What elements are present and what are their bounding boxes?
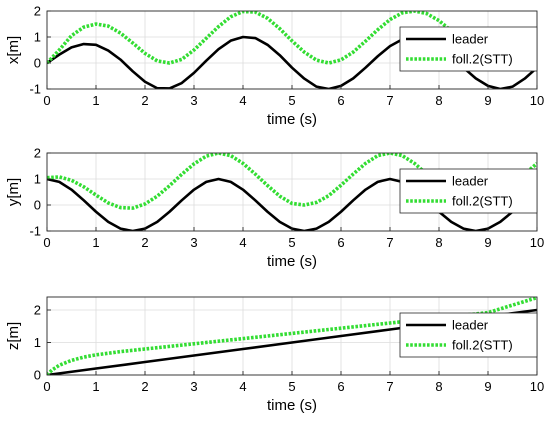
x-tick-label-7: 7 [386, 235, 393, 250]
y-tick-label-2: 2 [34, 4, 41, 19]
x-tick-label-9: 9 [484, 93, 491, 108]
x-tick-label-6: 6 [337, 235, 344, 250]
x-tick-label-6: 6 [337, 93, 344, 108]
x-tick-label-10: 10 [530, 379, 544, 394]
x-tick-label-1: 1 [92, 93, 99, 108]
x-tick-label-4: 4 [239, 235, 246, 250]
y-tick-label-0: 0 [34, 198, 41, 213]
x-tick-label-10: 10 [530, 93, 544, 108]
legend-x: leader foll.2(STT) [399, 26, 538, 72]
x-tick-label-2: 2 [141, 93, 148, 108]
x-tick-label-0: 0 [43, 379, 50, 394]
y-tick-label-1: 1 [34, 335, 41, 350]
y-tick-label-1: -1 [29, 82, 41, 97]
legend-y: leader foll.2(STT) [399, 168, 538, 214]
legend-box-z [399, 312, 538, 358]
x-tick-label-3: 3 [190, 235, 197, 250]
x-tick-label-7: 7 [386, 379, 393, 394]
legend-box-y [399, 168, 538, 214]
y-tick-label-0: 0 [34, 368, 41, 383]
y-tick-label-2: 2 [34, 303, 41, 318]
legend-z: leader foll.2(STT) [399, 312, 538, 358]
x-tick-label-1: 1 [92, 379, 99, 394]
x-tick-label-5: 5 [288, 235, 295, 250]
legend-label-leader-y: leader [452, 174, 489, 189]
y-axis-label-z: z[m] [5, 322, 22, 350]
x-tick-label-0: 0 [43, 93, 50, 108]
legend-box-x [399, 26, 538, 72]
legend-label-leader-x: leader [452, 32, 489, 47]
y-tick-label-1: 1 [34, 30, 41, 45]
x-tick-label-0: 0 [43, 235, 50, 250]
legend-label-follower-y: foll.2(STT) [452, 194, 513, 209]
y-axis-label-y: y[m] [5, 178, 22, 206]
x-tick-label-10: 10 [530, 235, 544, 250]
y-tick-label-1: -1 [29, 224, 41, 239]
x-tick-label-4: 4 [239, 379, 246, 394]
subplot-z: 0 1 2 3 4 5 6 7 8 9 10 0 1 2 time (s) z[m] leader fol… [5, 296, 544, 414]
x-axis-label-z: time (s) [267, 397, 317, 414]
x-tick-label-5: 5 [288, 93, 295, 108]
x-tick-label-6: 6 [337, 379, 344, 394]
x-tick-label-8: 8 [435, 93, 442, 108]
x-tick-label-9: 9 [484, 235, 491, 250]
y-tick-label-2: 2 [34, 146, 41, 161]
x-tick-label-3: 3 [190, 379, 197, 394]
x-tick-label-1: 1 [92, 235, 99, 250]
legend-label-follower-x: foll.2(STT) [452, 52, 513, 67]
x-tick-label-2: 2 [141, 379, 148, 394]
x-tick-label-9: 9 [484, 379, 491, 394]
legend-label-follower-z: foll.2(STT) [452, 338, 513, 353]
legend-label-leader-z: leader [452, 318, 489, 333]
x-tick-label-7: 7 [386, 93, 393, 108]
y-tick-label-0: 0 [34, 56, 41, 71]
y-axis-label-x: x[m] [5, 36, 22, 64]
series-line-foll-2-stt-x [47, 11, 537, 65]
x-tick-label-5: 5 [288, 379, 295, 394]
x-axis-label-x: time (s) [267, 111, 317, 128]
x-tick-label-8: 8 [435, 379, 442, 394]
ticks-z: 0 1 2 3 4 5 6 7 8 9 10 0 1 2 [34, 303, 544, 395]
x-tick-label-4: 4 [239, 93, 246, 108]
x-tick-label-3: 3 [190, 93, 197, 108]
y-tick-label-1: 1 [34, 172, 41, 187]
x-axis-label-y: time (s) [267, 253, 317, 270]
x-tick-label-8: 8 [435, 235, 442, 250]
x-tick-label-2: 2 [141, 235, 148, 250]
